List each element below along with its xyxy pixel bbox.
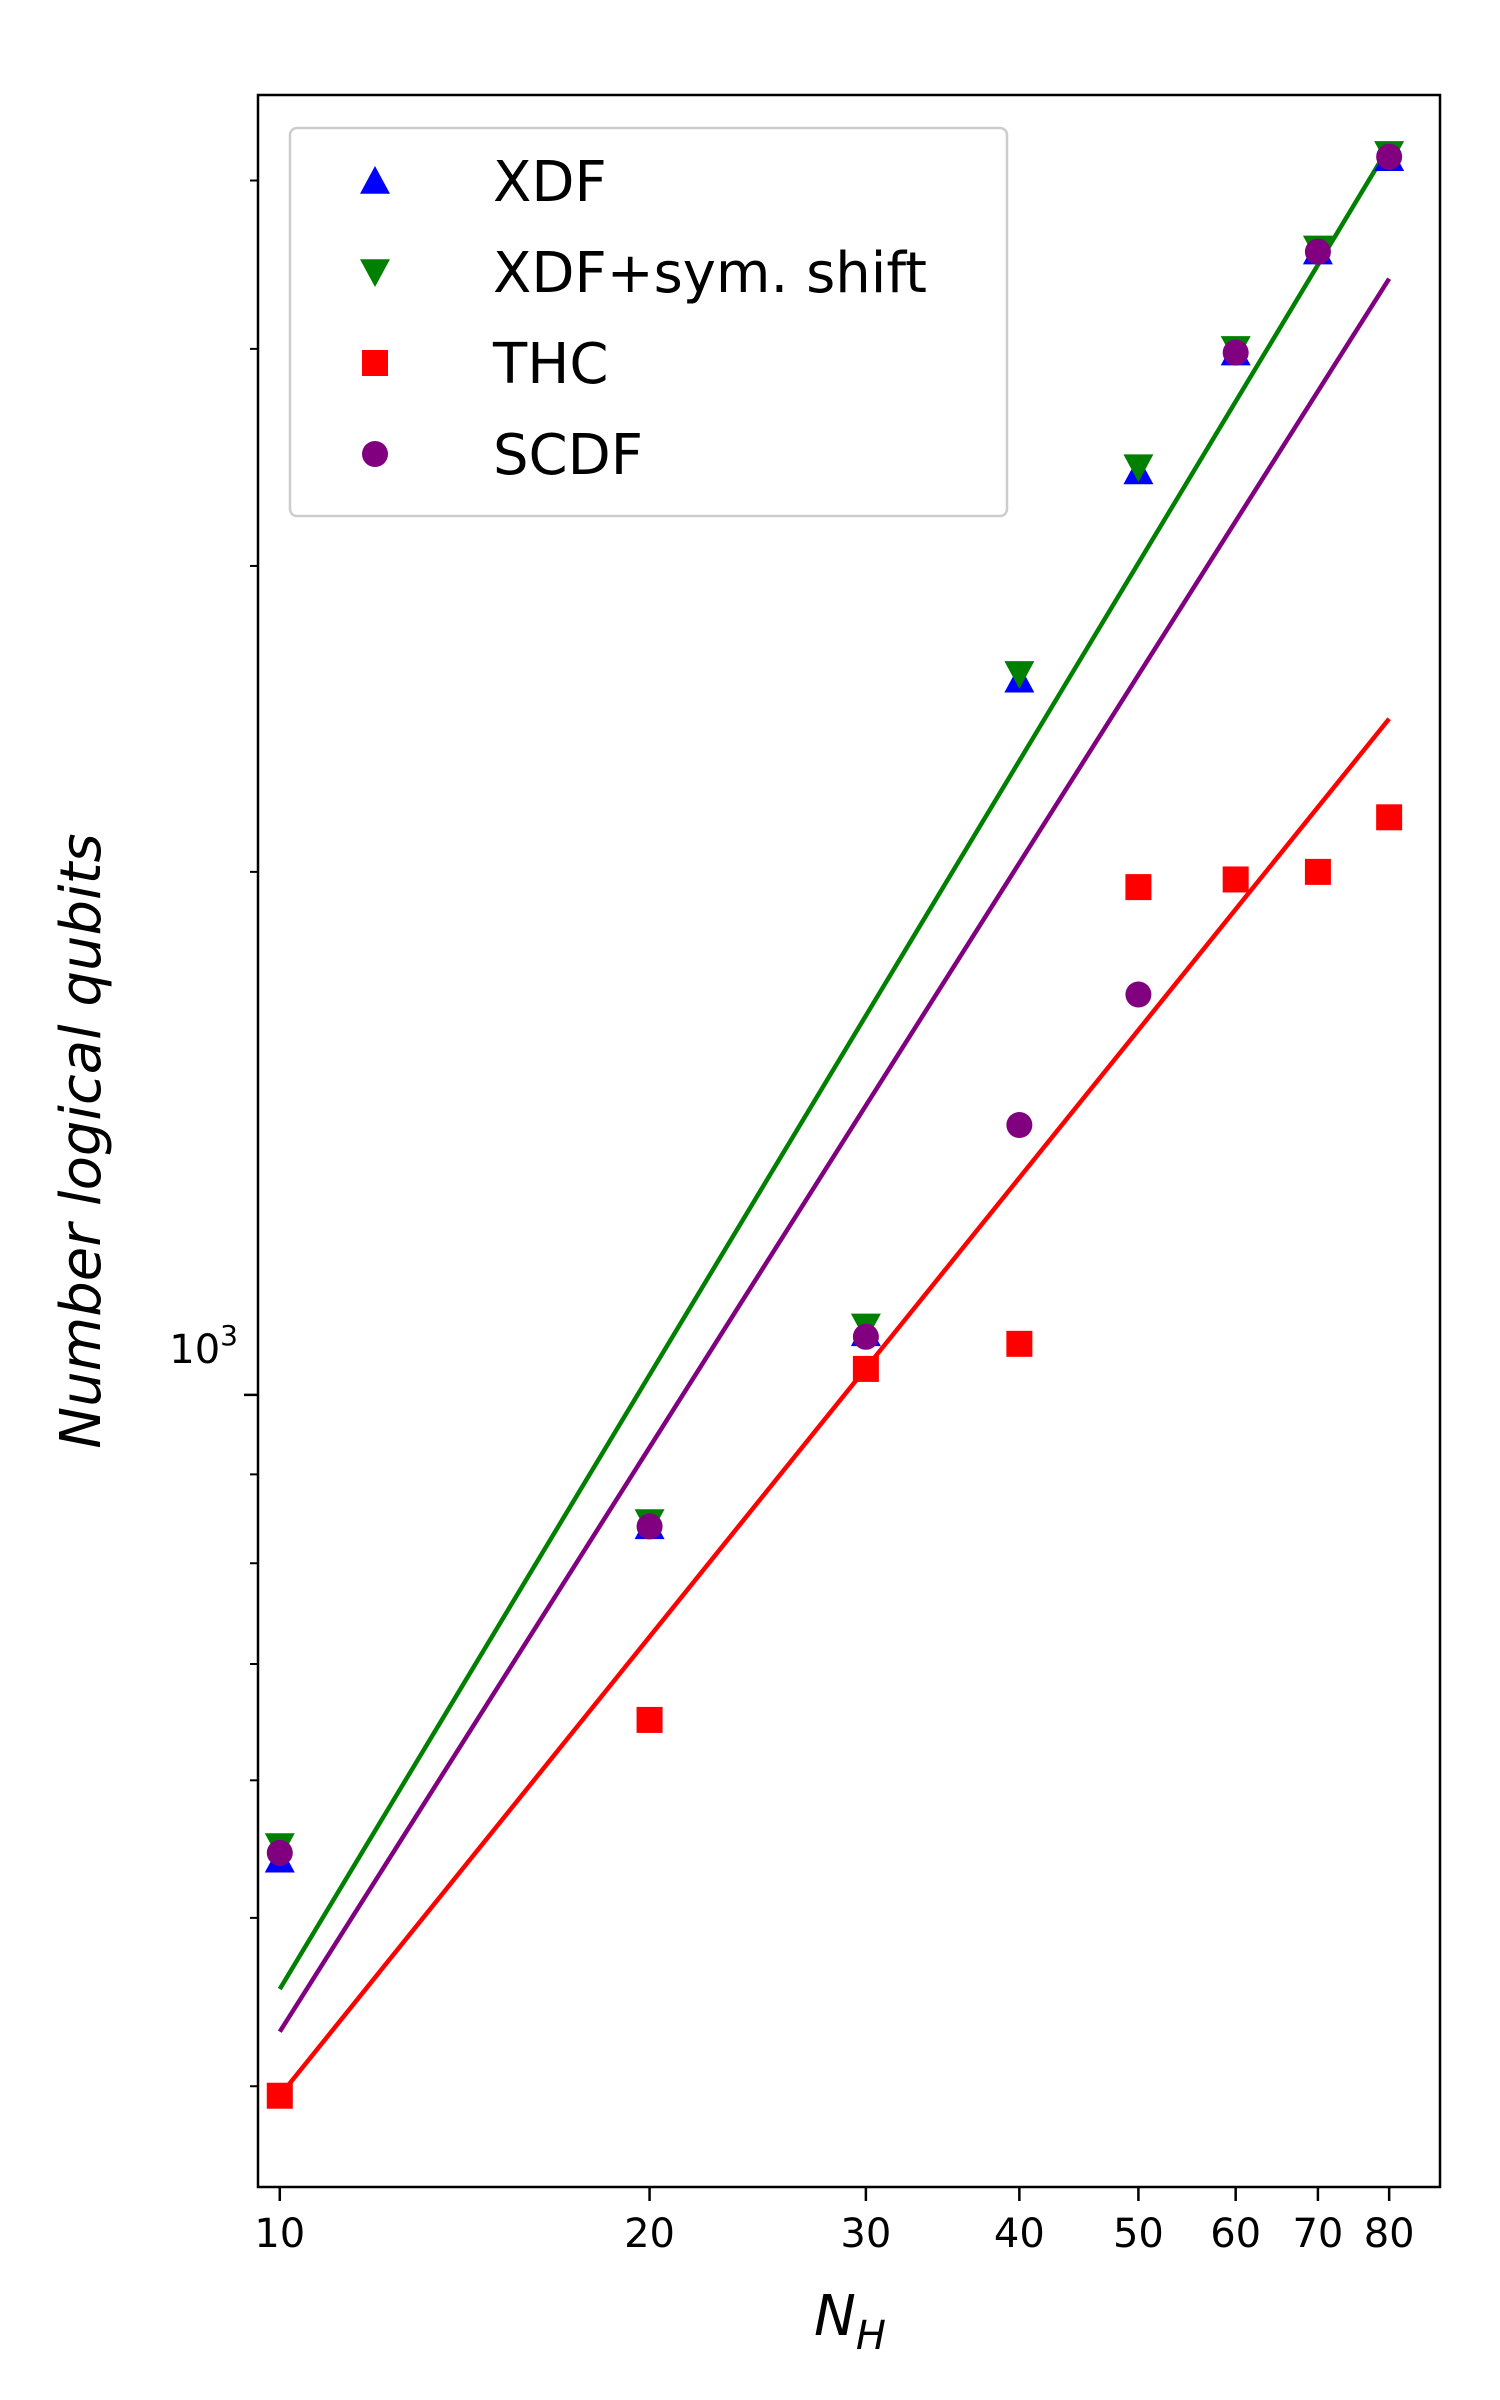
y-tick-exponent: 3 [220, 1319, 238, 1352]
x-tick-label: 40 [994, 2211, 1045, 2257]
data-point-thc-20 [636, 1706, 663, 1733]
data-point-scdf-80 [1376, 143, 1403, 170]
data-point-scdf-40 [1006, 1112, 1033, 1139]
legend-label-4: SCDF [493, 423, 643, 488]
data-point-scdf-20 [636, 1513, 663, 1540]
data-point-scdf-60 [1222, 339, 1249, 366]
fit-line-1 [277, 145, 1392, 1991]
x-tick-label: 10 [254, 2211, 305, 2257]
fit-line-3 [278, 717, 1391, 2098]
legend-label-1: XDF [493, 150, 607, 215]
data-point-thc-60 [1222, 866, 1249, 893]
fit-lines [277, 145, 1392, 2098]
y-major-tick-label: 103 [169, 1319, 238, 1373]
x-axis-label: NH [814, 2284, 886, 2359]
x-tick-label: 50 [1113, 2211, 1164, 2257]
legend-label-3: THC [492, 332, 608, 397]
plot-frame [256, 93, 1442, 2189]
legend-label-2: XDF+sym. shift [493, 241, 927, 306]
legend-marker-1 [360, 166, 390, 194]
data-point-xdf-sym-shift-50 [1123, 454, 1154, 483]
data-point-thc-80 [1376, 804, 1403, 831]
data-point-thc-50 [1125, 874, 1152, 901]
y-axis-label: Number logical qubits [49, 833, 114, 1448]
x-axis-label-main: N [814, 2284, 856, 2349]
y-tick-base: 10 [169, 1327, 220, 1373]
x-axis-label-subscript: H [856, 2313, 886, 2359]
x-tick-label: 70 [1292, 2211, 1343, 2257]
data-point-thc-10 [266, 2082, 293, 2109]
x-tick-label: 30 [840, 2211, 891, 2257]
data-point-scdf-10 [266, 1839, 293, 1866]
data-point-thc-30 [852, 1355, 879, 1382]
legend-marker-3 [362, 350, 388, 376]
data-point-scdf-50 [1125, 981, 1152, 1008]
data-points [264, 141, 1405, 2109]
fit-line-2 [277, 277, 1392, 2033]
x-tick-label: 60 [1210, 2211, 1261, 2257]
legend-frame [288, 126, 1009, 518]
data-point-thc-70 [1304, 858, 1331, 885]
x-tick-label: 20 [624, 2211, 675, 2257]
x-axis-ticks: 10 20 30 40 50 60 70 80 [254, 2187, 1415, 2257]
data-point-scdf-70 [1304, 238, 1331, 265]
data-point-xdf-sym-shift-40 [1004, 661, 1035, 689]
legend-marker-2 [360, 259, 390, 287]
legend: XDF XDF+sym. shift THC SCDF [288, 126, 1009, 518]
data-point-scdf-30 [852, 1323, 879, 1350]
y-axis-ticks [244, 179, 258, 2088]
x-tick-label: 80 [1364, 2211, 1415, 2257]
legend-marker-4 [362, 441, 388, 467]
data-point-thc-40 [1006, 1330, 1033, 1357]
